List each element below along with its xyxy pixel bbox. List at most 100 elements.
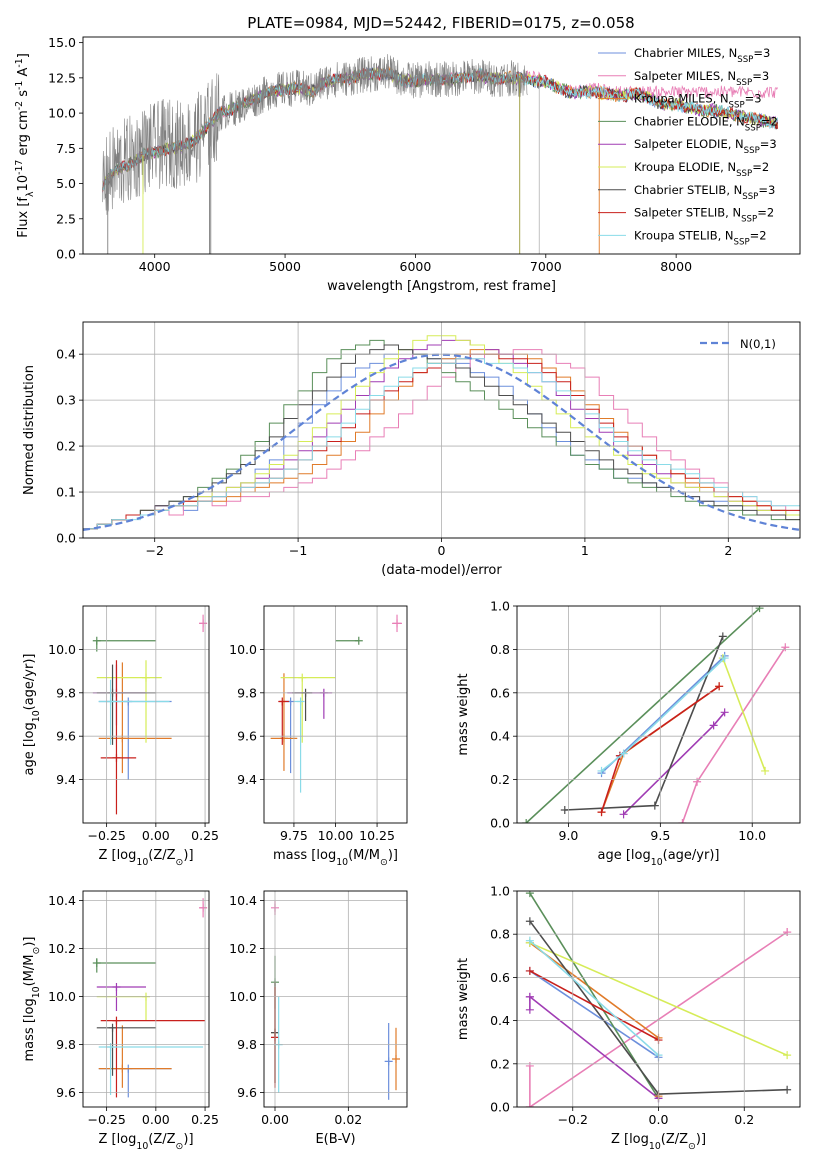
y-tick-label: 9.4 — [56, 772, 76, 787]
text-run: age [log — [22, 722, 37, 775]
text-run: Normed distribution — [22, 365, 37, 495]
axes-spectrum: 4000 5000 6000 7000 8000 0.0 2.5 5.0 7.5 10.0 12.5… — [14, 35, 801, 294]
x-axis-label: (data-model)/error — [381, 563, 502, 578]
text-run: )] — [696, 1132, 706, 1147]
mass-weight-marker — [597, 808, 606, 817]
plot-area — [271, 900, 400, 1100]
y-axis-label: Flux [fλ10-17 erg cm-2 s-1 A-1] — [14, 53, 36, 238]
legend-label-text: Salpeter MILES, N — [634, 69, 736, 83]
legend-label-text: =2 — [750, 228, 767, 242]
mass-weight-line — [529, 970, 659, 1041]
mass-weight-marker — [525, 1061, 534, 1070]
text-run: s — [16, 90, 31, 101]
text-run: )] — [183, 848, 193, 863]
data-point — [92, 959, 101, 967]
legend-label-subscript: SSP — [736, 78, 752, 88]
y-tick-label: 0.1 — [56, 485, 76, 500]
mass-weight-marker — [693, 777, 702, 786]
x-axis-label: Z [log10(Z/Z⊙)] — [611, 1132, 706, 1152]
y-tick-label: 9.6 — [56, 729, 76, 744]
y-tick-label: 9.6 — [237, 1085, 257, 1100]
mass-weight-marker — [709, 721, 718, 730]
mass-weight-line — [681, 646, 786, 823]
x-tick-label: 0.00 — [142, 1112, 170, 1127]
legend-label-text: Salpeter STELIB, N — [634, 206, 741, 220]
axes-frame — [516, 605, 801, 824]
y-tick-label: 0.3 — [56, 393, 76, 408]
data-point — [354, 636, 363, 645]
axes-frame — [82, 605, 210, 824]
x-axis-label: age [log10(age/yr)] — [598, 848, 720, 868]
text-run: )] — [183, 1132, 193, 1147]
legend-label-text: =3 — [760, 137, 777, 151]
y-tick-label: 1.0 — [490, 884, 510, 899]
y-tick-label: 12.5 — [48, 70, 76, 85]
legend-label: Chabrier ELODIE, NSSP=2 — [634, 114, 778, 133]
axes-age_vs_mass: 9.75 10.00 10.25 9.4 9.6 9.8 10.0 mass [log10(M… — [229, 605, 408, 868]
legend-label: Kroupa STELIB, NSSP=2 — [634, 228, 767, 247]
x-tick-label: 1 — [581, 543, 589, 558]
x-axis-label: Z [log10(Z/Z⊙)] — [98, 848, 193, 868]
mass-weight-line — [564, 636, 724, 811]
text-run: (data-model)/error — [381, 563, 502, 578]
x-tick-label: 0.02 — [334, 1112, 362, 1127]
legend-label: Salpeter STELIB, NSSP=2 — [634, 206, 774, 225]
text-run: ⊙ — [688, 1141, 696, 1152]
x-axis-label: Z [log10(Z/Z⊙)] — [98, 1132, 193, 1152]
data-point — [278, 697, 287, 706]
histogram-step — [83, 344, 800, 530]
legend-label-subscript: SSP — [745, 123, 761, 133]
mass-weight-line — [529, 970, 659, 1058]
x-axis-label: E(B-V) — [315, 1132, 355, 1147]
text-run: ⊙ — [380, 857, 388, 868]
x-tick-label: 0.0 — [649, 1112, 669, 1127]
x-tick-label: 5000 — [269, 259, 301, 274]
mass-weight-marker — [783, 1085, 792, 1094]
mass-weight-marker — [720, 708, 729, 717]
legend-label-text: Chabrier STELIB, N — [634, 183, 742, 197]
y-tick-label: 0.6 — [490, 970, 510, 985]
text-run: Flux [f — [16, 197, 31, 238]
data-point — [112, 983, 121, 991]
y-tick-label: 1.0 — [490, 599, 510, 614]
data-point — [106, 697, 115, 706]
x-tick-label: 0.2 — [734, 1112, 754, 1127]
text-run: (M/M — [22, 955, 37, 987]
data-point — [384, 1057, 393, 1066]
y-tick-label: 0.2 — [56, 439, 76, 454]
text-run: (age/yr)] — [663, 848, 720, 863]
x-tick-label: 10.0 — [738, 828, 766, 843]
mass-weight-marker — [755, 606, 764, 613]
y-axis-label: Normed distribution — [22, 365, 37, 495]
x-axis-label: wavelength [Angstrom, rest frame] — [327, 279, 556, 294]
text-run: E(B-V) — [315, 1132, 355, 1147]
text-run: (M/M — [348, 848, 380, 863]
text-run: erg cm — [16, 110, 31, 159]
plot-area — [270, 614, 403, 793]
y-tick-label: 0.0 — [56, 531, 76, 546]
y-tick-label: 0.8 — [490, 927, 510, 942]
legend-label-subscript: SSP — [741, 215, 757, 225]
y-axis-label: mass weight — [456, 958, 471, 1040]
data-point — [142, 673, 150, 682]
mass-weight-line — [529, 996, 659, 1100]
legend-label-subscript: SSP — [729, 101, 745, 111]
mass-weight-marker — [720, 654, 729, 663]
text-run: 10 — [649, 1141, 661, 1152]
y-tick-label: 0.0 — [490, 816, 510, 831]
text-run: (Z/Z — [148, 1132, 175, 1147]
histogram-step — [83, 358, 800, 530]
text-run: 10 — [651, 857, 663, 868]
x-tick-label: 8000 — [660, 259, 692, 274]
plot-area — [102, 54, 778, 254]
mass-weight-marker — [525, 917, 534, 926]
legend-label-text: =3 — [745, 92, 762, 106]
x-tick-label: 0.00 — [261, 1112, 289, 1127]
text-run: ⊙ — [176, 1141, 184, 1152]
legend-label-text: Kroupa MILES, N — [634, 92, 729, 106]
x-tick-label: −0.2 — [558, 1112, 588, 1127]
data-point — [118, 1064, 127, 1073]
y-tick-label: 2.5 — [56, 211, 76, 226]
mass-weight-marker — [522, 819, 531, 823]
